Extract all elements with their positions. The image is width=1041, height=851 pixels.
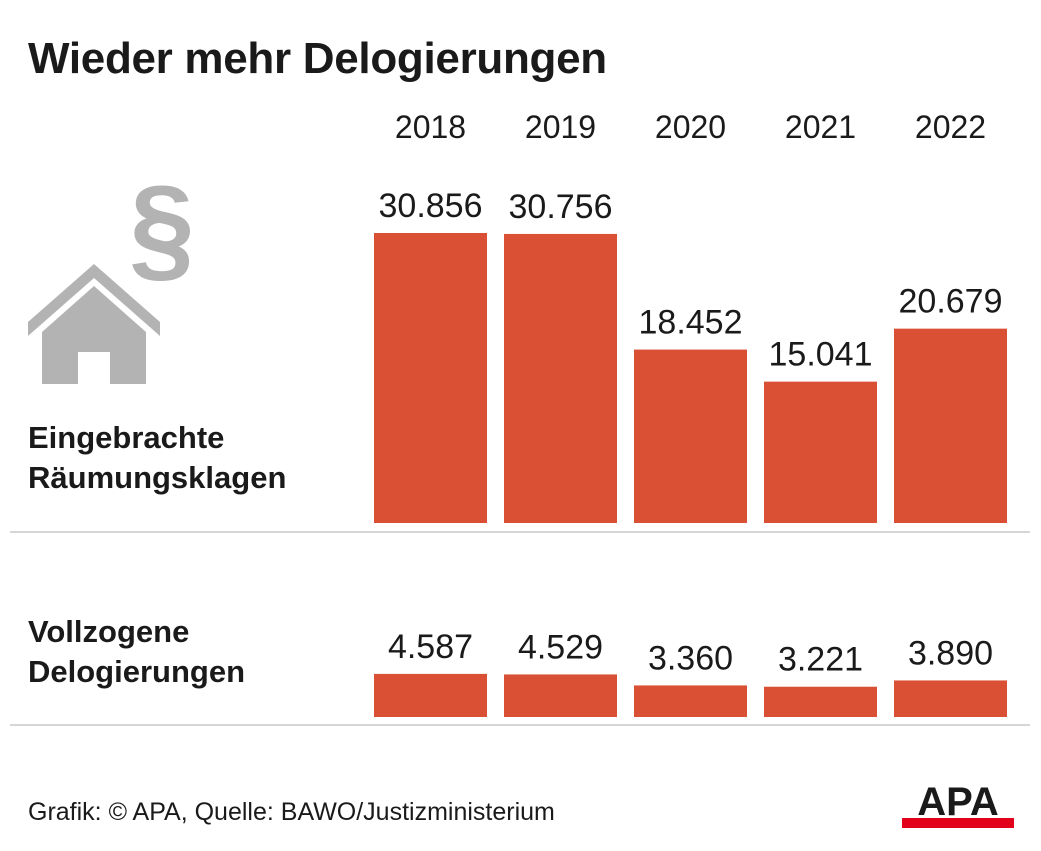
series-label-raeumungsklagen: Eingebrachte Räumungsklagen [28, 420, 287, 495]
bar [634, 349, 747, 523]
apa-logo: APA [902, 782, 1014, 828]
source-credit: Grafik: © APA, Quelle: BAWO/Justizminist… [28, 798, 555, 826]
year-label: 2020 [655, 109, 726, 145]
bar [894, 680, 1007, 717]
icon-group: § [26, 160, 196, 390]
data-label: 4.529 [518, 628, 603, 666]
year-label: 2019 [525, 109, 596, 145]
bar [374, 673, 487, 717]
data-label: 20.679 [899, 283, 1003, 321]
year-label: 2022 [915, 109, 986, 145]
divider-bottom [10, 724, 1030, 726]
bar [634, 685, 747, 717]
year-label: 2018 [395, 109, 466, 145]
data-label: 3.360 [648, 639, 733, 677]
series-label-delogierungen: Vollzogene Delogierungen [28, 614, 246, 689]
data-label: 3.890 [908, 634, 993, 672]
data-label: 18.452 [639, 304, 743, 342]
data-label: 3.221 [778, 641, 863, 679]
data-label: 30.756 [509, 188, 613, 226]
chart-title: Wieder mehr Delogierungen [28, 34, 607, 83]
house-icon [28, 264, 160, 384]
data-label: 30.856 [379, 187, 483, 225]
year-label: 2021 [785, 109, 856, 145]
bar [894, 328, 1007, 523]
bar [374, 233, 487, 523]
bar [504, 674, 617, 717]
bar [504, 233, 617, 523]
bar [764, 686, 877, 717]
paragraph-icon: § [129, 162, 195, 294]
apa-logo-bar [902, 818, 1014, 828]
divider-top [10, 531, 1030, 533]
apa-logo-text: APA [917, 782, 998, 824]
bar [764, 381, 877, 523]
data-label: 15.041 [769, 336, 873, 374]
data-label: 4.587 [388, 628, 473, 666]
